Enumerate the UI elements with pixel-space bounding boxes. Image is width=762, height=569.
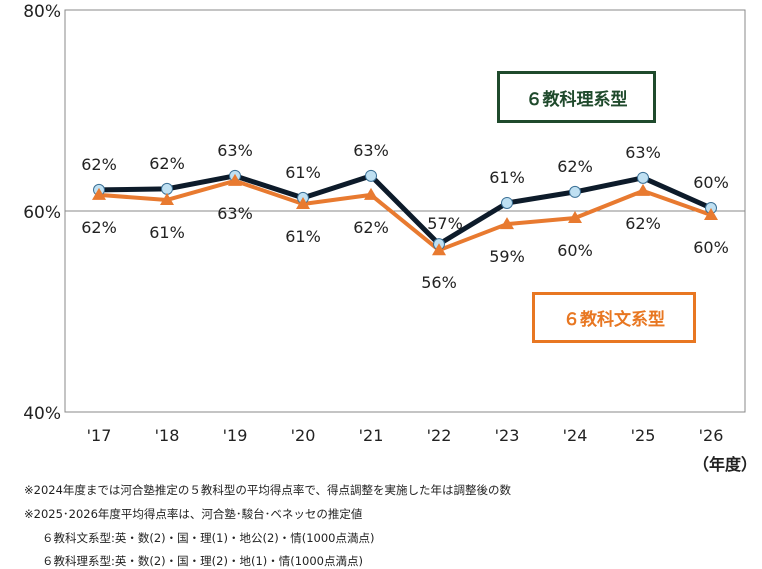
x-tick-label: '23 bbox=[495, 426, 520, 445]
line-chart: 40% 60% 80% '17 '18 '19 '20 '21 '22 '23 '24 '25 '26 （… bbox=[23, 2, 757, 474]
science-point bbox=[365, 169, 377, 182]
x-tick-label: '25 bbox=[631, 426, 656, 445]
humanities-point bbox=[92, 187, 106, 200]
x-tick-label: '19 bbox=[223, 426, 248, 445]
humanities-point bbox=[228, 173, 242, 186]
humanities-point bbox=[160, 192, 174, 205]
legend-humanities: ６教科文系型 bbox=[532, 292, 696, 343]
x-tick-label: '26 bbox=[699, 426, 724, 445]
x-tick-label: '24 bbox=[563, 426, 588, 445]
science-point bbox=[569, 185, 581, 198]
y-tick-label: 40% bbox=[23, 404, 61, 424]
humanities-data-label: 61% bbox=[285, 227, 321, 246]
science-data-label: 62% bbox=[149, 154, 185, 173]
legend-science: ６教科理系型 bbox=[497, 71, 656, 123]
science-point bbox=[161, 182, 173, 195]
humanities-data-label: 62% bbox=[81, 218, 117, 237]
x-tick-label: '22 bbox=[427, 426, 452, 445]
humanities-point bbox=[500, 217, 514, 230]
science-point bbox=[637, 171, 649, 184]
science-data-label: 62% bbox=[557, 157, 593, 176]
humanities-point bbox=[296, 196, 310, 209]
science-point bbox=[501, 196, 513, 209]
x-tick-label: '20 bbox=[291, 426, 316, 445]
science-data-label: 61% bbox=[489, 168, 525, 187]
note-1: ※2024年度までは河合塾推定の５教科型の平均得点率で、得点調整を実施した年は調… bbox=[24, 483, 511, 497]
x-tick-label: '18 bbox=[155, 426, 180, 445]
x-axis-label: （年度） bbox=[693, 455, 757, 474]
science-data-label: 61% bbox=[285, 163, 321, 182]
science-data-label: 63% bbox=[217, 141, 253, 160]
note-4: ６教科理系型:英・数(2)・国・理(2)・地(1)・情(1000点満点) bbox=[42, 554, 363, 568]
science-data-label: 63% bbox=[353, 141, 389, 160]
series-line-humanities bbox=[98, 178, 712, 253]
science-data-label: 62% bbox=[81, 155, 117, 174]
humanities-data-label: 61% bbox=[149, 223, 185, 242]
humanities-data-label: 63% bbox=[217, 204, 253, 223]
humanities-data-label: 59% bbox=[489, 247, 525, 266]
note-3: ６教科文系型:英・数(2)・国・理(1)・地公(2)・情(1000点満点) bbox=[42, 531, 375, 545]
humanities-data-label: 60% bbox=[693, 238, 729, 257]
x-tick-label: '21 bbox=[359, 426, 384, 445]
science-data-label: 57% bbox=[427, 214, 463, 233]
science-data-label: 60% bbox=[693, 173, 729, 192]
humanities-data-label: 56% bbox=[421, 273, 457, 292]
y-tick-label: 60% bbox=[23, 203, 61, 223]
humanities-point bbox=[704, 208, 718, 221]
humanities-point bbox=[568, 211, 582, 224]
humanities-data-label: 62% bbox=[625, 214, 661, 233]
x-tick-label: '17 bbox=[87, 426, 112, 445]
humanities-point bbox=[432, 243, 446, 256]
humanities-data-label: 60% bbox=[557, 241, 593, 260]
science-data-label: 63% bbox=[625, 143, 661, 162]
series-line-science bbox=[98, 173, 713, 247]
humanities-data-label: 62% bbox=[353, 218, 389, 237]
note-2: ※2025･2026年度平均得点率は、河合塾･駿台･ベネッセの推定値 bbox=[24, 507, 363, 521]
y-tick-label: 80% bbox=[23, 2, 61, 22]
humanities-point bbox=[364, 187, 378, 200]
humanities-point bbox=[636, 183, 650, 196]
